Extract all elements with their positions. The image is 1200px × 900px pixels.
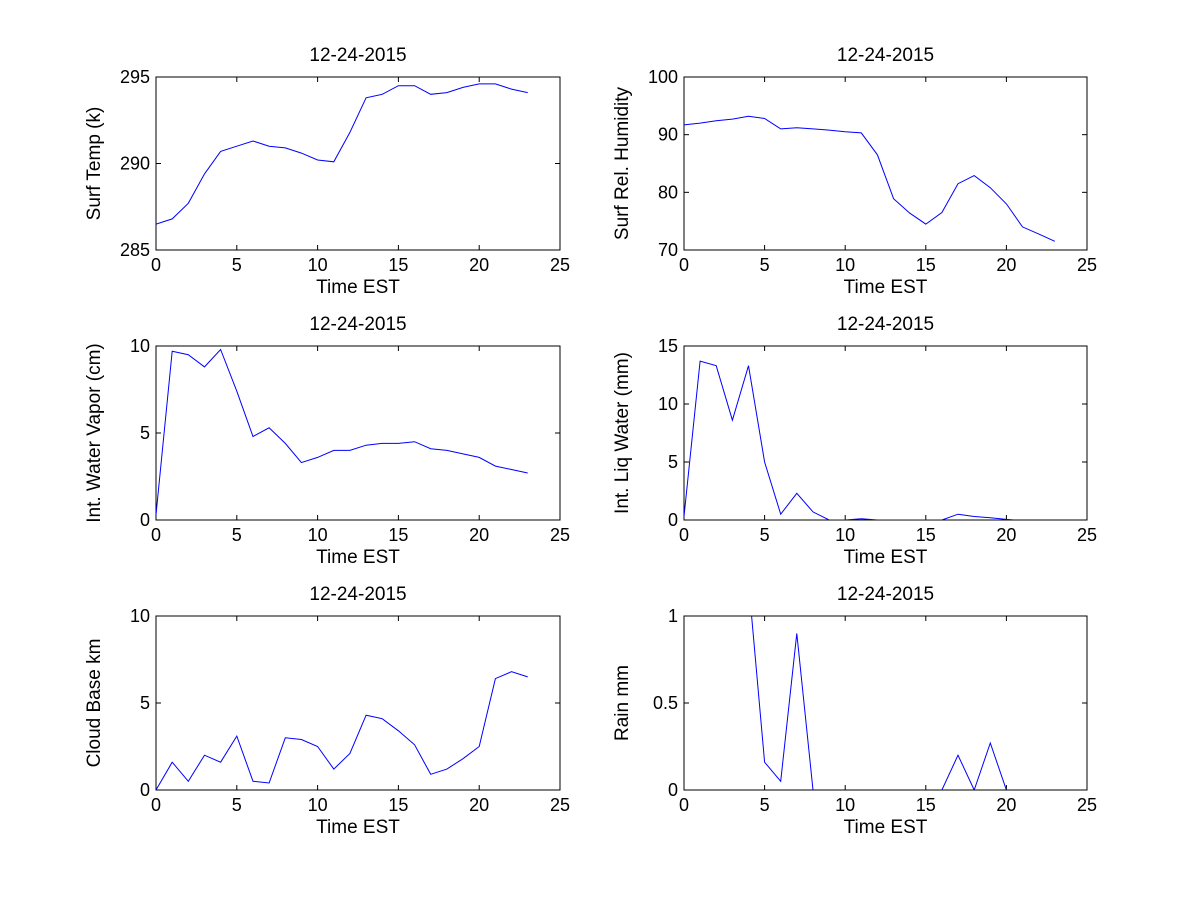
chart-title: 12-24-2015 <box>309 45 406 66</box>
x-tick-label: 20 <box>469 795 489 815</box>
series-line <box>684 360 1015 520</box>
subplot-6: 0 5 10 15 20 25 0 0.5 1 12-24-2015 Time EST Rain mm <box>612 584 1097 838</box>
y-tick-label: 0 <box>140 780 150 800</box>
subplot-3: 0 5 10 15 20 25 0 5 10 12-24-2015 Time EST Int. Wat… <box>84 314 570 568</box>
x-tick-label: 0 <box>679 795 689 815</box>
y-tick-label: 80 <box>658 182 678 202</box>
y-tick-label: 285 <box>120 240 150 260</box>
x-tick-label: 0 <box>151 525 161 545</box>
x-tick-label: 25 <box>550 795 570 815</box>
x-tick-label: 25 <box>550 525 570 545</box>
y-tick-label: 290 <box>120 154 150 174</box>
x-tick-label: 5 <box>232 525 242 545</box>
y-tick-label: 15 <box>658 336 678 356</box>
y-tick-label: 0 <box>140 510 150 530</box>
x-tick-label: 15 <box>916 795 936 815</box>
plot-area <box>683 615 1088 791</box>
x-tick-label: 15 <box>916 255 936 275</box>
y-axis-label: Surf Rel. Humidity <box>612 86 633 240</box>
chart-title: 12-24-2015 <box>309 584 406 605</box>
y-tick-label: 10 <box>658 394 678 414</box>
x-tick-label: 15 <box>388 795 408 815</box>
y-tick-label: 100 <box>648 67 678 87</box>
x-axis-label: Time EST <box>316 277 400 298</box>
y-tick-label: 5 <box>668 452 678 472</box>
x-axis-label: Time EST <box>316 817 400 838</box>
y-tick-label: 10 <box>130 336 150 356</box>
x-tick-label: 10 <box>835 795 855 815</box>
series-line <box>751 616 814 790</box>
chart-title: 12-24-2015 <box>837 584 934 605</box>
x-tick-label: 5 <box>232 255 242 275</box>
series-line <box>941 741 1007 790</box>
y-axis-label: Cloud Base km <box>84 639 105 768</box>
x-axis-label: Time EST <box>844 817 928 838</box>
x-tick-label: 10 <box>308 795 328 815</box>
x-tick-label: 5 <box>760 795 770 815</box>
y-axis-label: Int. Liq Water (mm) <box>612 352 633 514</box>
y-tick-label: 90 <box>658 125 678 145</box>
x-tick-label: 10 <box>308 255 328 275</box>
y-tick-label: 10 <box>130 606 150 626</box>
x-tick-label: 10 <box>835 525 855 545</box>
y-tick-label: 5 <box>140 693 150 713</box>
y-axis-label: Rain mm <box>612 665 633 741</box>
x-tick-label: 10 <box>835 255 855 275</box>
x-tick-label: 5 <box>232 795 242 815</box>
x-tick-label: 20 <box>996 795 1016 815</box>
x-axis-label: Time EST <box>844 277 928 298</box>
x-tick-label: 0 <box>151 795 161 815</box>
plot-area <box>155 76 561 251</box>
subplot-1: 0 5 10 15 20 25 285 290 295 12-24-2015 Time EST Sur… <box>84 45 570 298</box>
x-tick-label: 20 <box>996 525 1016 545</box>
x-tick-label: 15 <box>388 525 408 545</box>
y-axis-label: Surf Temp (k) <box>84 107 105 221</box>
plot-area <box>155 615 561 791</box>
x-tick-label: 15 <box>388 255 408 275</box>
series-line <box>156 348 528 515</box>
series-line <box>156 83 528 225</box>
x-tick-label: 5 <box>760 525 770 545</box>
plot-area <box>155 345 561 521</box>
x-tick-label: 20 <box>469 525 489 545</box>
y-tick-label: 70 <box>658 240 678 260</box>
chart-title: 12-24-2015 <box>837 314 934 335</box>
subplot-2: 0 5 10 15 20 25 70 80 90 100 12-24-2015 Time EST Sur… <box>612 45 1097 298</box>
y-axis-label: Int. Water Vapor (cm) <box>84 343 105 522</box>
x-tick-label: 5 <box>760 255 770 275</box>
x-tick-label: 0 <box>679 255 689 275</box>
x-tick-label: 0 <box>151 255 161 275</box>
chart-title: 12-24-2015 <box>309 314 406 335</box>
x-tick-label: 25 <box>1077 255 1097 275</box>
series-line <box>684 115 1056 242</box>
plot-area <box>683 345 1088 521</box>
y-tick-label: 1 <box>668 606 678 626</box>
x-axis-label: Time EST <box>316 547 400 568</box>
y-tick-label: 0.5 <box>653 693 678 713</box>
y-tick-label: 5 <box>140 423 150 443</box>
subplot-5: 0 5 10 15 20 25 0 5 10 12-24-2015 Time EST Cloud Ba… <box>84 584 570 838</box>
series-line <box>156 671 528 790</box>
y-tick-label: 295 <box>120 67 150 87</box>
x-axis-label: Time EST <box>844 547 928 568</box>
x-tick-label: 15 <box>916 525 936 545</box>
plot-area <box>683 76 1088 251</box>
x-tick-label: 25 <box>1077 795 1097 815</box>
x-tick-label: 25 <box>1077 525 1097 545</box>
x-tick-label: 20 <box>996 255 1016 275</box>
x-tick-label: 20 <box>469 255 489 275</box>
x-tick-label: 0 <box>679 525 689 545</box>
x-tick-label: 25 <box>550 255 570 275</box>
y-tick-label: 0 <box>668 510 678 530</box>
chart-title: 12-24-2015 <box>837 45 934 66</box>
x-tick-label: 10 <box>308 525 328 545</box>
subplot-4: 0 5 10 15 20 25 0 5 10 15 12-24-2015 Time EST Int. L… <box>612 314 1097 568</box>
y-tick-label: 0 <box>668 780 678 800</box>
